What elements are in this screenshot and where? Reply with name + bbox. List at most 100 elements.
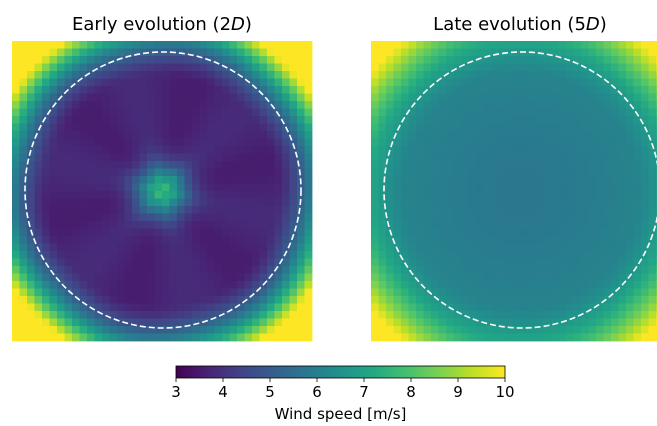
heatmap-cell — [483, 108, 492, 117]
heatmap-cell — [19, 251, 28, 259]
heatmap-cell — [611, 101, 619, 109]
heatmap-cell — [94, 258, 103, 267]
heatmap-cell — [229, 86, 238, 94]
heatmap-cell — [596, 41, 604, 49]
heatmap-cell — [214, 101, 223, 109]
heatmap-cell — [147, 273, 155, 282]
heatmap-cell — [49, 116, 58, 124]
heatmap-cell — [12, 116, 20, 124]
heatmap-cell — [72, 41, 80, 49]
heatmap-cell — [282, 168, 290, 177]
heatmap-cell — [483, 191, 492, 199]
heatmap-cell — [19, 131, 28, 139]
heatmap-cell — [648, 236, 657, 244]
heatmap-cell — [274, 318, 283, 327]
heatmap-cell — [214, 123, 223, 132]
heatmap-cell — [252, 108, 260, 117]
heatmap-cell — [229, 258, 238, 267]
heatmap-cell — [641, 138, 649, 147]
heatmap-cell — [528, 41, 537, 49]
heatmap-cell — [543, 41, 552, 49]
heatmap-cell — [87, 266, 95, 274]
heatmap-cell — [401, 56, 409, 64]
heatmap-cell — [132, 101, 140, 109]
heatmap-cell — [109, 86, 118, 94]
heatmap-cell — [461, 93, 469, 102]
heatmap-cell — [19, 63, 28, 72]
heatmap-cell — [297, 48, 305, 57]
heatmap-cell — [461, 191, 469, 199]
heatmap-cell — [34, 108, 43, 117]
heatmap-cell — [139, 183, 148, 192]
heatmap-cell — [79, 288, 88, 297]
heatmap-cell — [566, 273, 574, 282]
heatmap-cell — [491, 333, 499, 342]
heatmap-cell — [34, 236, 43, 244]
heatmap-cell — [259, 303, 268, 312]
heatmap-cell — [408, 326, 417, 334]
heatmap-cell — [297, 116, 305, 124]
heatmap-cell — [521, 138, 529, 147]
heatmap-cell — [304, 281, 313, 289]
heatmap-cell — [34, 153, 43, 162]
heatmap-cell — [259, 48, 268, 57]
heatmap-cell — [558, 251, 567, 259]
heatmap-cell — [386, 258, 394, 267]
heatmap-cell — [618, 191, 627, 199]
heatmap-cell — [468, 71, 477, 79]
heatmap-cell — [192, 93, 200, 102]
heatmap-cell — [199, 326, 208, 334]
heatmap-cell — [12, 288, 20, 297]
heatmap-cell — [259, 56, 268, 64]
heatmap-cell — [543, 266, 552, 274]
heatmap-cell — [393, 198, 402, 207]
heatmap-cell — [573, 258, 582, 267]
heatmap-cell — [521, 311, 529, 319]
heatmap-cell — [207, 243, 215, 252]
heatmap-cell — [259, 138, 268, 147]
heatmap-cell — [558, 116, 567, 124]
heatmap-cell — [282, 101, 290, 109]
heatmap-cell — [468, 63, 477, 72]
heatmap-cell — [596, 131, 604, 139]
heatmap-cell — [259, 101, 268, 109]
heatmap-cell — [641, 251, 649, 259]
heatmap-cell — [386, 71, 394, 79]
heatmap-cell — [401, 198, 409, 207]
heatmap-cell — [34, 138, 43, 147]
heatmap-cell — [94, 183, 103, 192]
heatmap-cell — [72, 138, 80, 147]
heatmap-cell — [184, 138, 193, 147]
heatmap-cell — [229, 93, 238, 102]
heatmap-cell — [109, 168, 118, 177]
heatmap-cell — [102, 116, 110, 124]
heatmap-cell — [87, 93, 95, 102]
heatmap-cell — [371, 191, 379, 199]
heatmap-cell — [431, 296, 439, 304]
heatmap-cell — [468, 311, 477, 319]
heatmap-cell — [34, 63, 43, 72]
heatmap-cell — [289, 71, 298, 79]
heatmap-cell — [199, 221, 208, 229]
heatmap-cell — [12, 161, 20, 169]
heatmap-cell — [476, 273, 484, 282]
heatmap-cell — [378, 123, 387, 132]
heatmap-cell — [229, 183, 238, 192]
heatmap-cell — [64, 63, 73, 72]
heatmap-cell — [267, 116, 275, 124]
heatmap-cell — [461, 71, 469, 79]
heatmap-cell — [109, 71, 118, 79]
heatmap-cell — [386, 266, 394, 274]
heatmap-cell — [192, 251, 200, 259]
heatmap-cell — [641, 206, 649, 214]
heatmap-cell — [267, 206, 275, 214]
heatmap-cell — [49, 273, 58, 282]
heatmap-cell — [169, 153, 178, 162]
heatmap-cell — [169, 251, 178, 259]
heatmap-cell — [207, 333, 215, 342]
heatmap-cell — [199, 273, 208, 282]
heatmap-cell — [274, 221, 283, 229]
heatmap-cell — [401, 153, 409, 162]
heatmap-cell — [611, 78, 619, 87]
heatmap-cell — [109, 153, 118, 162]
